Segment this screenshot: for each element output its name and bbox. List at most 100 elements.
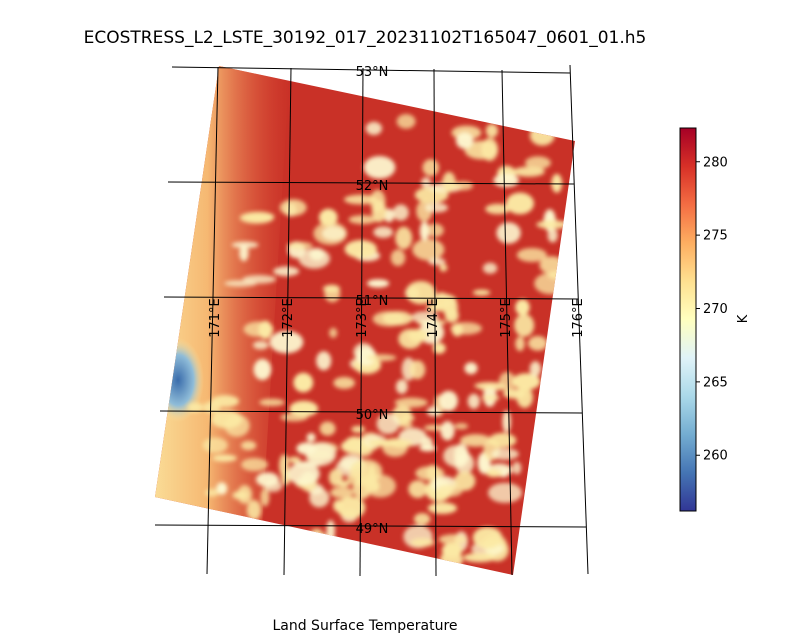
lst-swath — [155, 66, 575, 575]
cloud-patch — [485, 203, 511, 215]
colorbar-tick-label: 265 — [703, 375, 728, 390]
cloud-patch — [496, 222, 521, 244]
cloud-patch — [413, 513, 431, 526]
meridian-175 — [501, 69, 513, 576]
cloud-patch — [488, 482, 522, 503]
cloud-patch — [211, 395, 240, 408]
cloud-patch — [491, 448, 519, 460]
meridian-171 — [206, 66, 219, 575]
cloud-patch — [366, 354, 397, 362]
cloud-patch — [424, 202, 449, 213]
cloud-patch — [306, 432, 316, 443]
parallel-49 — [154, 524, 587, 528]
lon-label-173: 173°E — [355, 298, 370, 338]
cloud-patch — [365, 121, 383, 135]
colorbar-tick-label: 275 — [703, 229, 728, 244]
cloud-patch — [502, 410, 512, 433]
cloud-patch — [438, 534, 467, 545]
cloud-patch — [427, 502, 457, 514]
meridian-173 — [359, 67, 364, 577]
latitude-labels: 53°N 52°N 51°N 50°N 49°N — [356, 65, 389, 537]
lon-label-174: 174°E — [426, 298, 441, 338]
colorbar: 260 265 270 275 280 K — [679, 127, 751, 512]
cloud-patch — [439, 390, 458, 412]
cloud-patch — [398, 421, 413, 428]
colorbar-gradient — [679, 127, 697, 512]
cloud-patch — [395, 379, 408, 395]
longitude-labels: 171°E 172°E 173°E 174°E 175°E 176°E — [208, 298, 586, 338]
cloud-patch — [442, 171, 456, 193]
cloud-patch — [328, 468, 343, 487]
cloud-patch — [288, 456, 301, 463]
cloud-patch — [408, 328, 428, 343]
cloud-patch — [395, 226, 413, 250]
cloud-patch — [435, 484, 463, 497]
cloud-patch — [287, 462, 320, 486]
cloud-patch — [454, 471, 476, 491]
cloud-patch — [408, 480, 428, 498]
cloud-patch — [260, 488, 270, 507]
cloud-patch — [474, 382, 504, 390]
cloud-patch — [202, 437, 228, 453]
parallel-52 — [167, 181, 575, 185]
cloud-patch — [424, 424, 445, 431]
cloud-patch — [255, 472, 280, 487]
cloud-patch — [389, 439, 413, 448]
cloud-patch — [187, 402, 203, 413]
cloud-patch — [259, 398, 285, 407]
cloud-patch — [348, 215, 377, 225]
lat-label-49: 49°N — [356, 522, 389, 537]
cloud-patch — [419, 445, 437, 452]
cloud-patch — [485, 123, 498, 138]
cloud-patch — [467, 393, 480, 409]
cloud-patch — [363, 156, 396, 179]
cloud-patch — [421, 177, 431, 189]
cloud-patch — [534, 272, 567, 295]
cloud-patch — [481, 137, 499, 162]
meridian-174 — [433, 68, 437, 577]
figure-caption: Land Surface Temperature — [272, 618, 458, 634]
cloud-patch — [410, 538, 435, 547]
cloud-patch — [426, 406, 440, 417]
cloud-patch — [232, 490, 248, 500]
cloud-patch — [463, 552, 496, 563]
lon-label-172: 172°E — [281, 298, 296, 338]
lat-label-52: 52°N — [356, 179, 389, 194]
parallel-51 — [163, 296, 579, 300]
cloud-patch — [351, 425, 366, 433]
cloud-patch — [529, 361, 542, 377]
cloud-patch — [493, 173, 519, 188]
cloud-patch — [242, 275, 277, 284]
cloud-patch — [412, 238, 445, 261]
cloud-patch — [506, 192, 534, 215]
cloud-patch — [481, 394, 500, 401]
cloud-patch — [253, 358, 272, 381]
cloud-patch — [409, 360, 426, 380]
cloud-patch — [296, 442, 317, 455]
cloud-patch — [515, 299, 530, 316]
cloud-patch — [321, 226, 346, 241]
cloud-patch — [512, 166, 545, 177]
cloud-patch — [269, 330, 304, 354]
cloud-patch — [432, 342, 446, 354]
cloud-patch — [503, 388, 527, 399]
cloud-patch — [452, 181, 474, 191]
cloud-patch — [367, 463, 377, 486]
lat-label-50: 50°N — [356, 408, 389, 423]
cloud-patch — [211, 410, 243, 429]
figure-title: ECOSTRESS_L2_LSTE_30192_017_20231102T165… — [83, 28, 647, 48]
colorbar-tick-label: 270 — [703, 302, 728, 317]
cloud-patch — [279, 199, 307, 216]
cloud-patch — [344, 436, 365, 451]
cloud-patch — [373, 226, 394, 238]
cloud-patch — [293, 372, 314, 393]
cloud-patch — [252, 340, 269, 350]
cloud-patch — [309, 248, 325, 261]
lat-label-53: 53°N — [356, 65, 389, 80]
cloud-patch — [512, 373, 541, 390]
cloud-patch — [396, 114, 416, 129]
cloud-patch — [454, 423, 469, 430]
cloud-patch — [428, 258, 446, 266]
cloud-patch — [472, 289, 491, 296]
